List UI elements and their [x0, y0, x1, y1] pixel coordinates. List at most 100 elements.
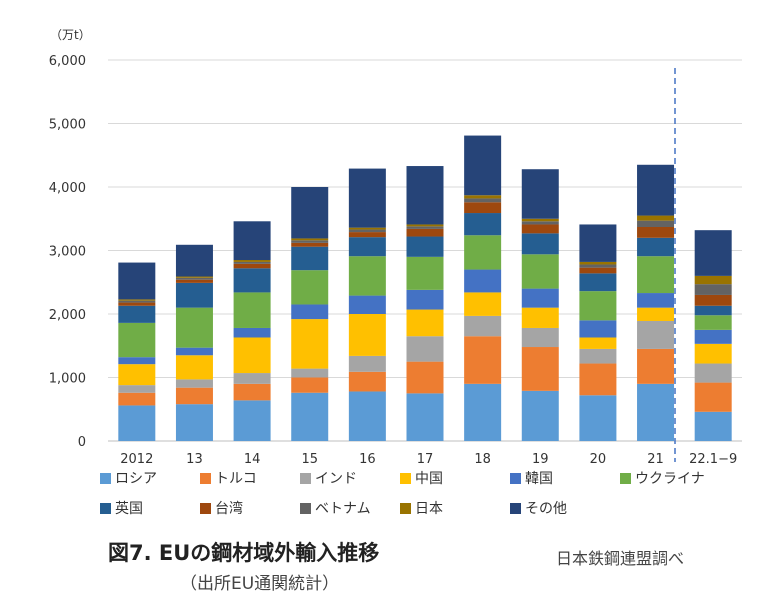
bar-segment	[175, 347, 213, 356]
x-tick-label: 18	[474, 452, 491, 467]
bar-segment	[175, 244, 213, 277]
x-tick-label: 19	[532, 452, 549, 467]
bar-segment	[406, 393, 444, 441]
legend-label: ベトナム	[315, 501, 371, 517]
legend-item: ウクライナ	[620, 468, 705, 488]
bar-segment	[118, 302, 156, 306]
legend: ロシア トルコ インド 中国 韓国 ウクライナ 英国 台湾 ベトナム 日本 その他	[100, 468, 740, 524]
bar-segment	[464, 336, 502, 384]
bar-segment	[694, 329, 732, 344]
bar-segment	[694, 343, 732, 364]
bar-segment	[233, 337, 271, 374]
bar-segment	[637, 164, 675, 216]
bar-segment	[406, 166, 444, 225]
legend-swatch	[300, 472, 311, 484]
legend-swatch	[300, 502, 311, 514]
bar-segment	[348, 355, 386, 372]
bar-segment	[464, 213, 502, 236]
bar-segment	[348, 232, 386, 238]
bar-segment	[521, 327, 559, 348]
legend-label: 中国	[415, 471, 443, 487]
bar-segment	[291, 242, 329, 247]
bar-segment	[579, 291, 617, 321]
figure-organization: 日本鉄鋼連盟調べ	[556, 549, 685, 568]
bar-segment	[579, 348, 617, 364]
bar-segment	[175, 307, 213, 348]
legend-swatch	[400, 472, 411, 484]
bar-segment	[233, 263, 271, 269]
legend-label: インド	[315, 471, 357, 487]
bar-segment	[233, 373, 271, 384]
legend-item: 台湾	[200, 498, 243, 518]
bar-segment	[348, 391, 386, 441]
legend-item: 中国	[400, 468, 443, 488]
bar-segment	[579, 267, 617, 274]
bar-segment	[637, 307, 675, 321]
legend-label: トルコ	[215, 471, 257, 487]
legend-label: 韓国	[525, 471, 553, 487]
legend-swatch	[510, 472, 521, 484]
bar-segment	[291, 187, 329, 239]
bar-segment	[406, 224, 444, 227]
bar-segment	[521, 221, 559, 225]
y-tick-label: 6,000	[49, 54, 86, 69]
bar-segment	[694, 275, 732, 285]
bar-segment	[694, 305, 732, 316]
bar-segment	[464, 235, 502, 270]
bar-segment	[694, 230, 732, 276]
bar-segment	[348, 227, 386, 230]
x-tick-label: 14	[244, 452, 261, 467]
bar-segment	[175, 387, 213, 405]
bar-segment	[233, 383, 271, 401]
bar-segment	[521, 224, 559, 234]
bar-segment	[233, 221, 271, 261]
bar-segment	[118, 262, 156, 300]
bar-segment	[579, 337, 617, 349]
legend-swatch	[200, 472, 211, 484]
bar-segment	[637, 293, 675, 308]
bar-segment	[233, 292, 271, 328]
bar-segment	[406, 226, 444, 229]
legend-swatch	[620, 472, 631, 484]
bar-segment	[579, 320, 617, 338]
bar-segment	[694, 284, 732, 295]
legend-label: ロシア	[115, 471, 157, 487]
bar-segment	[118, 299, 156, 301]
bar-segment	[118, 322, 156, 358]
x-tick-label: 13	[186, 452, 203, 467]
bar-segment	[175, 277, 213, 280]
legend-swatch	[200, 502, 211, 514]
legend-swatch	[100, 502, 111, 514]
legend-item: ベトナム	[300, 498, 371, 518]
bar-segment	[175, 355, 213, 380]
x-tick-label: 15	[301, 452, 318, 467]
bar-segment	[348, 256, 386, 296]
legend-label: 台湾	[215, 501, 243, 517]
bar-segment	[464, 195, 502, 199]
bar-segment	[637, 348, 675, 384]
legend-label: 日本	[415, 501, 443, 517]
bar-segment	[521, 288, 559, 308]
bar-segment	[521, 254, 559, 289]
bar-segment	[464, 292, 502, 316]
figure-source: （出所EU通関統計）	[180, 574, 340, 594]
y-tick-label: 5,000	[49, 118, 86, 133]
bar-segment	[348, 168, 386, 228]
bar-segment	[406, 336, 444, 362]
bar-segment	[175, 276, 213, 278]
y-tick-label: 1,000	[49, 372, 86, 387]
legend-label: 英国	[115, 501, 143, 517]
bar-segment	[118, 364, 156, 386]
bar-segment	[579, 395, 617, 441]
bar-segment	[637, 227, 675, 238]
bar-segment	[175, 279, 213, 283]
bar-segment	[464, 202, 502, 214]
bar-segment	[637, 320, 675, 349]
legend-item: ロシア	[100, 468, 157, 488]
bar-segment	[521, 307, 559, 328]
bar-segment	[694, 294, 732, 306]
bar-segment	[348, 237, 386, 257]
legend-swatch	[400, 502, 411, 514]
bar-segment	[464, 315, 502, 337]
